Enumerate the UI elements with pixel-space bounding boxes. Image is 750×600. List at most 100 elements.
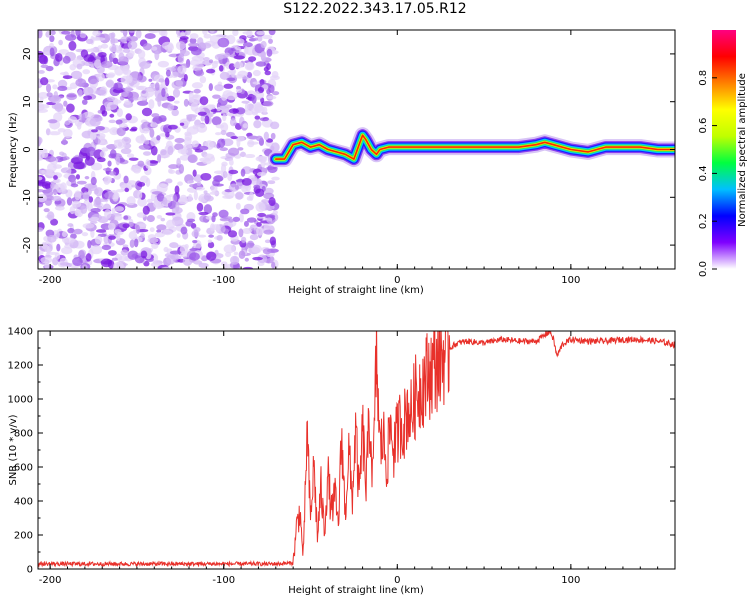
noise-blob [63,100,68,107]
noise-blob [97,45,103,50]
noise-blob [244,257,249,262]
noise-blob [176,157,181,168]
noise-blob [108,171,117,176]
noise-blob [270,142,280,153]
noise-blob [88,75,98,85]
noise-blob [94,188,99,195]
noise-blob [105,73,111,78]
noise-blob [186,114,198,118]
noise-blob [266,88,271,95]
noise-blob [130,165,142,173]
noise-blob [140,232,145,239]
noise-blob [184,133,193,141]
noise-blob [183,98,189,107]
noise-blob [253,119,262,129]
noise-blob [216,234,223,241]
noise-blob [100,258,113,268]
snr-ylabel: SNR (10 * v/v) [8,414,19,485]
noise-blob [72,257,83,267]
noise-blob [203,193,212,201]
colorbar-tick-label: 0.4 [698,165,709,181]
snr-frame [37,330,676,570]
noise-blob [177,54,185,64]
noise-blob [215,132,222,136]
noise-blob [256,156,268,160]
noise-blob [61,231,68,238]
noise-blob [124,100,132,105]
noise-blob [154,232,165,238]
snr-xlabel: Height of straight line (km) [288,585,424,596]
noise-blob [106,96,116,102]
noise-blob [78,250,85,260]
noise-blob [154,82,160,91]
noise-blob [111,207,116,214]
noise-blob [252,256,263,261]
noise-blob [179,244,189,255]
noise-blob [159,183,169,188]
noise-blob [223,83,234,89]
noise-blob [196,202,204,212]
noise-blob [137,86,145,91]
noise-blob [137,75,147,83]
noise-blob [93,59,102,69]
noise-blob [114,215,123,221]
noise-blob [55,52,63,62]
noise-blob [123,175,129,184]
noise-blob [135,96,147,101]
noise-blob [204,115,210,125]
noise-blob [58,49,70,55]
noise-blob [76,122,82,130]
noise-blob [271,176,280,181]
noise-blob [38,70,45,74]
noise-blob [123,48,131,54]
noise-blob [197,111,207,116]
figure-title: S122.2022.343.17.05.R12 [283,1,467,17]
noise-blob [185,30,191,36]
noise-blob [105,79,115,88]
noise-blob [247,141,259,145]
noise-blob [78,154,84,161]
noise-blob [148,78,153,82]
noise-blob [52,188,58,196]
noise-blob [203,153,215,160]
spectrogram-xtick-label: -100 [212,275,235,286]
noise-blob [228,218,234,223]
noise-blob [74,190,82,201]
noise-blob [227,230,238,238]
noise-blob [219,147,229,152]
colorbar-tick-label: 0.2 [698,213,709,229]
noise-blob [175,213,182,218]
noise-blob [126,35,138,42]
noise-blob [177,148,189,155]
noise-blob [254,115,261,120]
noise-blob [96,157,106,163]
noise-blob [230,135,238,140]
noise-blob [254,188,265,197]
noise-blob [233,251,239,256]
noise-blob [89,117,101,127]
noise-blob [232,30,239,37]
noise-blob [194,69,205,77]
noise-blob [47,163,57,172]
noise-blob [189,183,199,188]
noise-blob [45,156,57,162]
noise-blob [131,184,137,188]
noise-blob [165,69,171,77]
noise-blob [233,61,244,69]
noise-blob [127,250,139,260]
noise-blob [230,69,236,78]
noise-blob [83,191,90,201]
noise-blob [188,91,194,101]
noise-blob [122,223,130,229]
noise-blob [67,223,74,227]
noise-blob [61,246,73,255]
noise-blob [107,250,117,256]
noise-blob [242,42,253,48]
noise-blob [192,124,199,130]
noise-blob [214,54,224,61]
snr-ytick-label: 1000 [8,395,33,406]
noise-blob [256,222,262,227]
noise-blob [268,197,276,207]
noise-blob [211,215,216,223]
noise-blob [221,161,228,167]
